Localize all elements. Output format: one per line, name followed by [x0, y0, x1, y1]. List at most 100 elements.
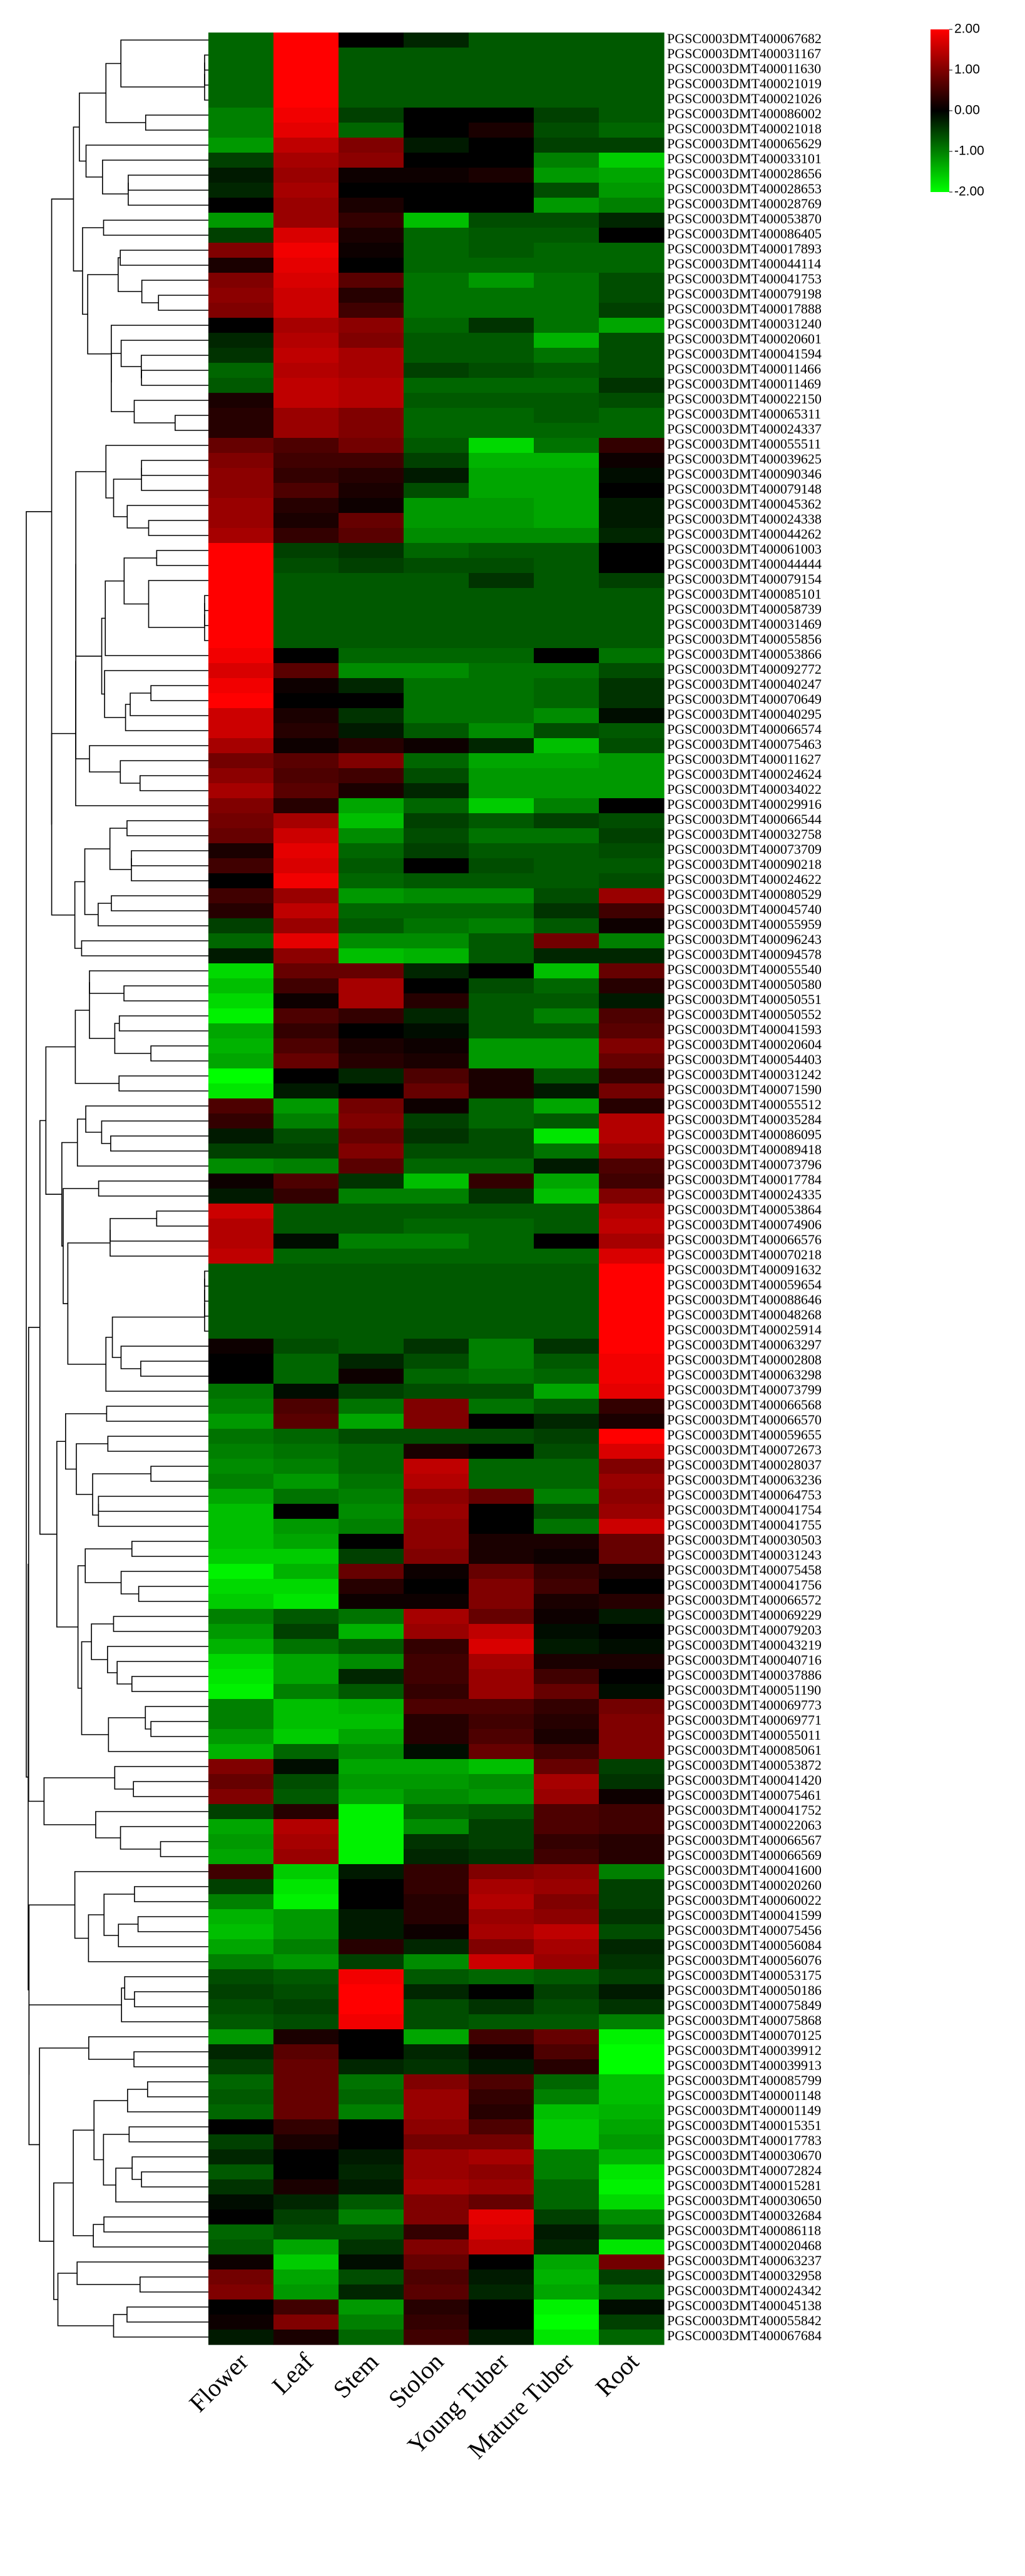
- dendrogram-branch: [103, 220, 208, 236]
- heatmap-cell: [208, 2149, 274, 2165]
- row-label: PGSC0003DMT400029916: [667, 796, 822, 812]
- heatmap-cell: [339, 1249, 404, 1264]
- heatmap-cell: [404, 918, 469, 934]
- heatmap-cell: [534, 828, 599, 844]
- heatmap-cell: [339, 1354, 404, 1369]
- heatmap-cell: [534, 1579, 599, 1595]
- heatmap-cell: [534, 2315, 599, 2330]
- dendrogram-branch: [104, 670, 208, 718]
- dendrogram-branch: [73, 126, 83, 271]
- heatmap-cell: [404, 1309, 469, 1324]
- heatmap-cell: [534, 288, 599, 303]
- heatmap-cell: [273, 1819, 339, 1835]
- heatmap-cell: [339, 363, 404, 378]
- heatmap-cell: [469, 768, 534, 784]
- heatmap-cell: [599, 228, 665, 243]
- heatmap-cell: [599, 648, 665, 664]
- heatmap-cell: [469, 1113, 534, 1129]
- row-label: PGSC0003DMT400053866: [667, 646, 822, 662]
- heatmap-cell: [599, 138, 665, 153]
- heatmap-cell: [339, 588, 404, 604]
- heatmap-cell: [599, 1234, 665, 1249]
- dendrogram-branch: [85, 1105, 208, 1133]
- heatmap-cell: [404, 1924, 469, 1940]
- heatmap-cell: [273, 1849, 339, 1865]
- heatmap-cell: [469, 1264, 534, 1279]
- heatmap-cell: [534, 2044, 599, 2060]
- dendrogram-branch: [98, 903, 208, 926]
- heatmap-cell: [534, 1939, 599, 1955]
- heatmap-cell: [404, 1564, 469, 1580]
- dendrogram-branch: [125, 704, 208, 731]
- heatmap-cell: [404, 438, 469, 454]
- heatmap-cell: [208, 828, 274, 844]
- dendrogram-branch: [118, 257, 142, 292]
- heatmap-cell: [534, 1204, 599, 1219]
- heatmap-cell: [534, 543, 599, 559]
- row-label: PGSC0003DMT400075868: [667, 2012, 822, 2028]
- heatmap-cell: [469, 1699, 534, 1715]
- heatmap-cell: [534, 1113, 599, 1129]
- row-label: PGSC0003DMT400039913: [667, 2057, 822, 2073]
- dendrogram-branch: [92, 1473, 151, 1516]
- heatmap-cell: [469, 2029, 534, 2045]
- heatmap-cell: [273, 243, 339, 258]
- heatmap-cell: [208, 1068, 274, 1084]
- heatmap-cell: [339, 2029, 404, 2045]
- heatmap-cell: [404, 1399, 469, 1414]
- heatmap-cell: [469, 1444, 534, 1459]
- heatmap-cell: [273, 918, 339, 934]
- heatmap-cell: [339, 1128, 404, 1144]
- dendrogram-branch: [67, 1242, 110, 1365]
- dendrogram-branch: [120, 1826, 208, 1850]
- heatmap-cell: [273, 408, 339, 423]
- dendrogram-branch: [74, 881, 85, 949]
- row-label: PGSC0003DMT400055011: [667, 1727, 821, 1743]
- dendrogram-branch: [204, 74, 208, 101]
- heatmap-cell: [599, 153, 665, 168]
- heatmap-cell: [339, 108, 404, 123]
- row-label: PGSC0003DMT400059654: [667, 1277, 822, 1292]
- dendrogram-branch: [57, 2273, 114, 2326]
- heatmap-cell: [404, 1324, 469, 1339]
- heatmap-cell: [404, 333, 469, 348]
- heatmap-cell: [208, 183, 274, 198]
- heatmap-cell: [404, 753, 469, 769]
- heatmap-cell: [339, 258, 404, 273]
- heatmap-cell: [599, 558, 665, 574]
- heatmap-cell: [599, 2074, 665, 2090]
- heatmap-cell: [469, 1098, 534, 1114]
- heatmap-cell: [208, 528, 274, 544]
- heatmap-cell: [404, 828, 469, 844]
- heatmap-cell: [339, 1624, 404, 1640]
- heatmap-cell: [469, 1083, 534, 1099]
- row-label: PGSC0003DMT400079148: [667, 481, 822, 497]
- column-label: Root: [590, 2348, 645, 2402]
- heatmap-cell: [273, 1474, 339, 1489]
- heatmap-cell: [208, 1444, 274, 1459]
- heatmap-cell: [534, 123, 599, 138]
- heatmap-cell: [599, 198, 665, 213]
- heatmap-cell: [404, 1999, 469, 2015]
- heatmap-cell: [273, 2059, 339, 2075]
- heatmap-cell: [208, 1309, 274, 1324]
- dendrogram-branch: [118, 1924, 208, 1947]
- row-label: PGSC0003DMT400073799: [667, 1382, 822, 1397]
- heatmap-cell: [599, 1849, 665, 1865]
- heatmap-cell: [273, 1143, 339, 1159]
- heatmap-cell: [599, 438, 665, 454]
- heatmap-cell: [534, 1999, 599, 2015]
- heatmap-cell: [273, 963, 339, 979]
- heatmap-cell: [208, 48, 274, 63]
- heatmap-cell: [273, 1204, 339, 1219]
- heatmap-cell: [599, 1729, 665, 1745]
- heatmap-cell: [273, 1489, 339, 1504]
- heatmap-cell: [469, 363, 534, 378]
- dendrogram-branch: [131, 850, 208, 866]
- dendrogram-branch: [89, 970, 208, 994]
- row-label: PGSC0003DMT400050551: [667, 991, 822, 1007]
- heatmap-cell: [273, 318, 339, 333]
- row-label: PGSC0003DMT400020604: [667, 1037, 822, 1052]
- heatmap-cell: [469, 873, 534, 889]
- heatmap-cell: [339, 1744, 404, 1760]
